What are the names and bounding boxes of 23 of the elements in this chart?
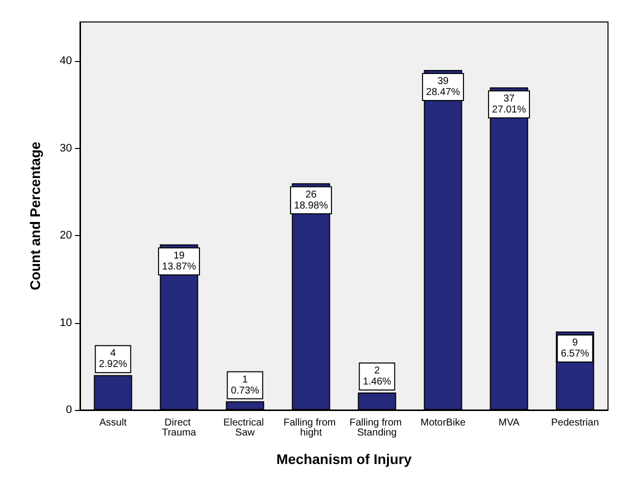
y-tick-label: 20 [60,230,72,242]
x-tick-label: Falling from hight [283,418,339,438]
x-tick-label: Direct Trauma [162,418,196,438]
x-tick-label: Falling from Standing [349,418,405,438]
x-axis-title: Mechanism of Injury [276,451,412,467]
y-axis-title: Count and Percentage [27,142,43,290]
y-tick-label: 10 [60,316,72,329]
y-tick-label: 0 [66,404,72,416]
x-tick-label: MVA [498,418,520,428]
data-label: 39 28.47% [426,76,460,98]
data-label: 4 2.92% [98,348,128,370]
data-label: 26 18.98% [294,189,328,212]
x-tick-label: Assult [99,418,127,428]
data-label: 1 0.73% [230,374,260,396]
y-tick-label: 30 [60,142,72,154]
x-tick-label: Electrical Saw [223,418,267,438]
data-label: 19 13.87% [162,250,196,272]
data-label: 2 1.46% [362,366,392,388]
y-tick-label: 40 [60,55,72,68]
data-label: 37 27.01% [492,93,526,116]
x-tick-label: MotorBike [420,418,466,428]
data-label: 9 6.57% [560,338,590,360]
x-tick-label: Pedestrian [551,418,599,428]
